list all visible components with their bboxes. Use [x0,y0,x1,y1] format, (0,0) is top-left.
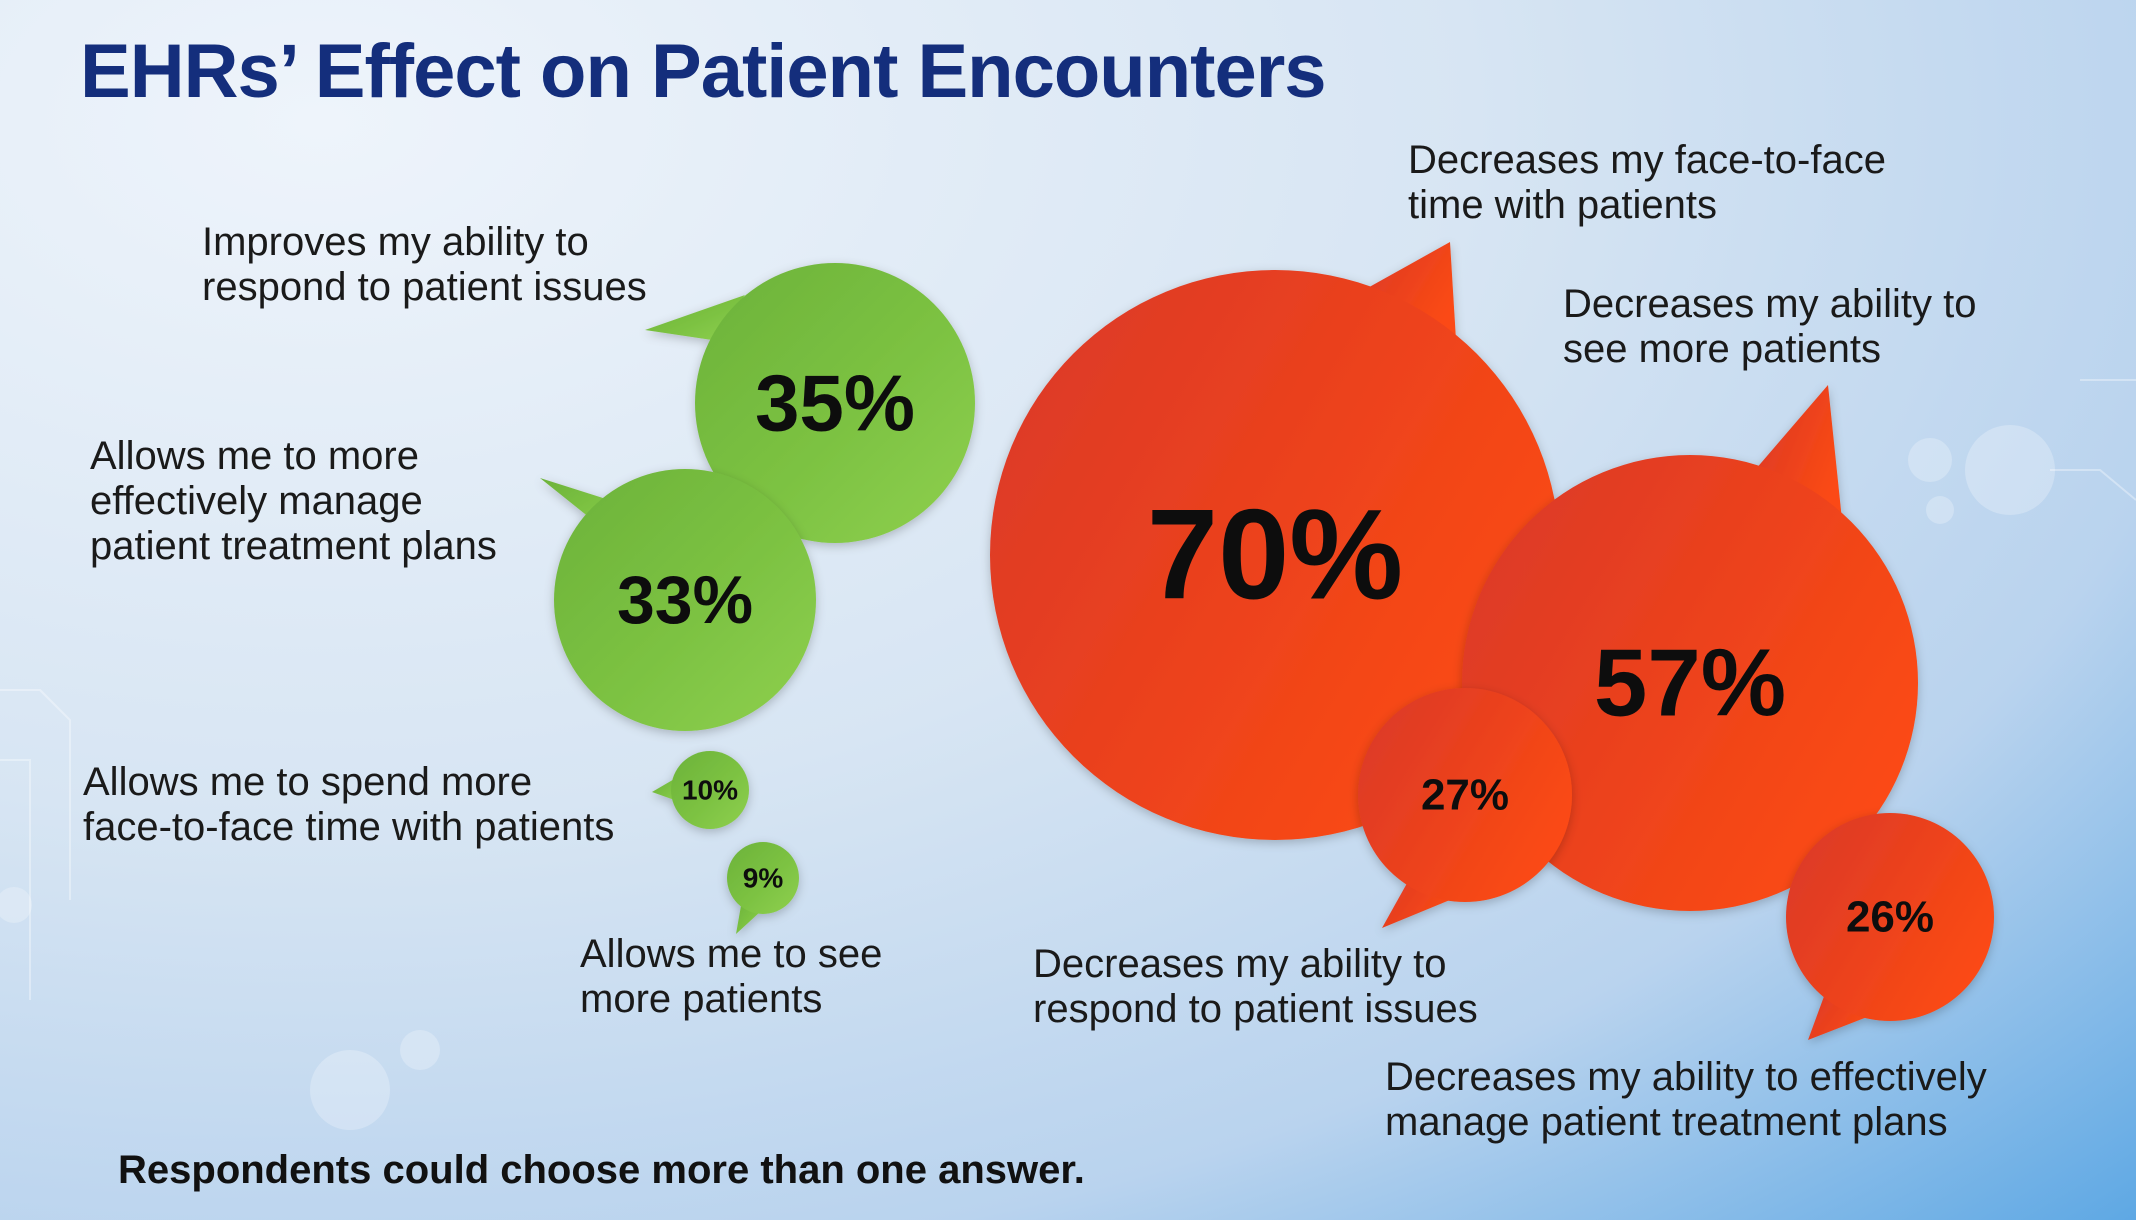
bubble-label-positive-1: Allows me to more effectively manage patie… [90,434,497,569]
bubble-positive-1: 33% [540,469,816,731]
bubble-value-label: 57% [1594,630,1786,737]
bubble-positive-2: 10% [652,751,749,829]
bubble-negative-1: 57% [1462,385,1918,911]
label-line: manage patient treatment plans [1385,1100,1948,1144]
bubble-value-label: 9% [743,863,784,894]
bubble-value-label: 35% [755,359,915,448]
label-line: Decreases my face-to-face [1408,138,1886,182]
bubble-circle [990,270,1560,840]
bubble-circle [1786,813,1994,1021]
bubble-value-label: 26% [1846,893,1934,942]
bubble-circle [727,842,799,914]
bubble-negative-0: 70% [990,242,1560,840]
bubble-label-positive-3: Allows me to see more patients [580,932,882,1022]
bubble-circle [554,469,816,731]
label-line: Decreases my ability to [1033,942,1447,986]
bubble-label-positive-0: Improves my ability to respond to patient… [202,220,647,310]
label-line: respond to patient issues [202,265,647,309]
label-line: Allows me to spend more [83,760,533,804]
label-line: Improves my ability to [202,220,589,264]
bubble-positive-3: 9% [727,842,799,934]
label-line: Allows me to see [580,932,883,976]
label-line: patient treatment plans [90,524,497,568]
bubble-positive-0: 35% [645,263,975,543]
bubble-label-negative-1: Decreases my ability to see more patients [1563,282,1976,372]
bubble-tail [1355,242,1456,340]
label-line: more patients [580,977,823,1021]
bubble-circle [1462,455,1918,911]
label-line: Decreases my ability to effectively [1385,1055,1987,1099]
bubble-label-negative-2: Decreases my ability to respond to patien… [1033,942,1478,1032]
bubble-label-negative-3: Decreases my ability to effectively manag… [1385,1055,1987,1145]
bubble-label-positive-2: Allows me to spend more face-to-face time… [83,760,614,850]
bubble-circle [671,751,749,829]
bubble-tail [1382,860,1462,928]
label-line: Allows me to more [90,434,419,478]
bubble-negative-2: 27% [1358,688,1572,928]
bubble-value-label: 10% [682,775,738,806]
label-line: Decreases my ability to [1563,282,1977,326]
label-line: face-to-face time with patients [83,805,615,849]
footnote: Respondents could choose more than one a… [118,1148,1085,1192]
bubble-negative-3: 26% [1786,813,1994,1040]
label-line: respond to patient issues [1033,987,1478,1031]
bubble-circle [1358,688,1572,902]
bubble-value-label: 70% [1147,484,1403,627]
bubble-label-negative-0: Decreases my face-to-face time with patie… [1408,138,1886,228]
bubble-tail [1755,385,1842,520]
bubble-value-label: 27% [1421,771,1509,820]
page-title: EHRs’ Effect on Patient Encounters [80,29,1327,114]
label-line: see more patients [1563,327,1881,371]
bubble-circle [695,263,975,543]
label-line: effectively manage [90,479,423,523]
label-line: time with patients [1408,183,1718,227]
bubble-value-label: 33% [617,562,753,638]
